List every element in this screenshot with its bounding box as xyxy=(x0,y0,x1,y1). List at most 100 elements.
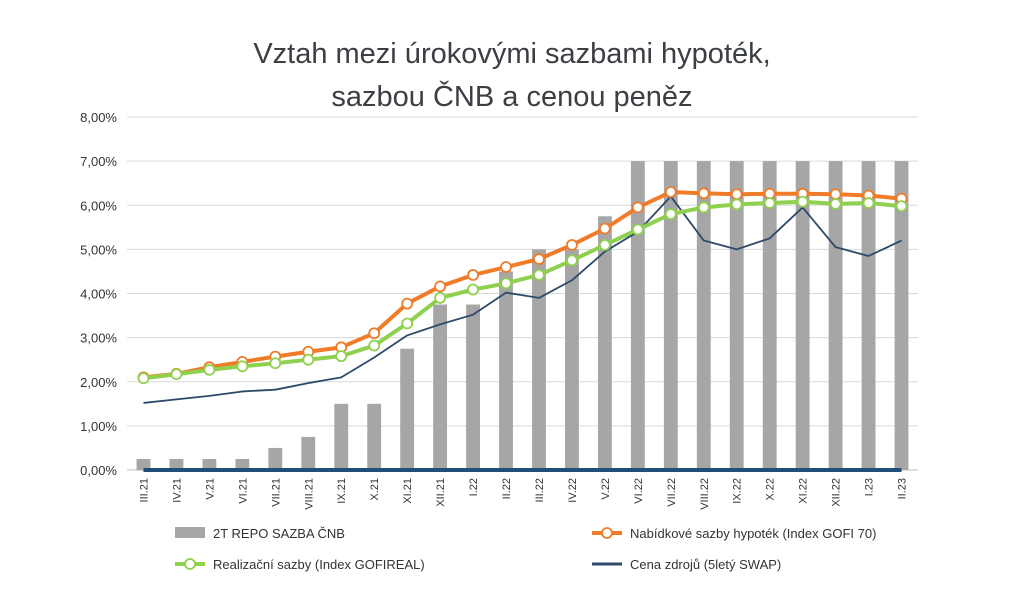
x-tick-label: IV.21 xyxy=(171,478,183,503)
bar xyxy=(565,249,579,470)
gofireal-point xyxy=(697,201,710,214)
x-tick-label: VII.21 xyxy=(270,478,282,507)
legend-swatch xyxy=(175,527,205,538)
gofireal-point xyxy=(796,195,809,208)
bar xyxy=(235,458,250,470)
gofi70-point xyxy=(697,187,710,200)
gofi70-point xyxy=(434,280,447,293)
x-tick-label: V.21 xyxy=(204,478,216,500)
gofireal-point xyxy=(170,368,183,381)
x-tick-label: XII.21 xyxy=(435,478,447,507)
x-tick-label: XII.22 xyxy=(831,478,843,507)
bar xyxy=(861,161,876,470)
bar xyxy=(630,161,645,470)
gofireal-point xyxy=(335,350,348,363)
gofireal-point xyxy=(500,277,512,290)
x-tick-label: I.23 xyxy=(864,478,876,496)
gofireal-point xyxy=(631,223,644,236)
x-tick-label: XI.21 xyxy=(402,478,414,504)
gofireal-point xyxy=(137,372,150,385)
gofi70-point xyxy=(730,188,743,201)
bar xyxy=(202,458,217,470)
legend-label: Cena zdrojů (5letý SWAP) xyxy=(630,557,781,572)
legend-marker xyxy=(601,527,613,539)
x-tick-label: II.23 xyxy=(897,478,909,499)
bar xyxy=(268,447,283,470)
y-tick-label: 0,00% xyxy=(80,463,117,478)
x-tick-label: IV.22 xyxy=(567,478,579,503)
x-tick-label: VI.21 xyxy=(237,478,249,504)
gofi70-point xyxy=(368,327,381,340)
y-tick-label: 1,00% xyxy=(80,419,117,434)
legend-label: Nabídkové sazby hypoték (Index GOFI 70) xyxy=(630,526,876,541)
gofireal-point xyxy=(598,239,611,251)
bar xyxy=(729,161,744,470)
bar xyxy=(828,161,843,470)
y-tick-label: 3,00% xyxy=(80,331,117,346)
y-tick-label: 6,00% xyxy=(80,198,117,213)
gofireal-point xyxy=(829,198,842,210)
gofireal-point xyxy=(533,269,545,281)
y-tick-label: 8,00% xyxy=(80,110,117,125)
bar xyxy=(301,436,316,470)
gofi70-point xyxy=(401,297,414,310)
x-tick-label: VI.22 xyxy=(633,478,645,504)
gofireal-point xyxy=(434,292,447,304)
gofi70-point xyxy=(467,269,479,281)
gofireal-point xyxy=(368,339,381,352)
gofi70-point xyxy=(533,253,545,265)
bar xyxy=(696,161,711,470)
y-tick-label: 5,00% xyxy=(80,242,117,257)
legend-marker xyxy=(184,558,196,570)
x-tick-label: III.22 xyxy=(534,478,546,502)
x-tick-label: VII.22 xyxy=(666,478,678,507)
gofireal-point xyxy=(467,283,479,296)
gofireal-point xyxy=(862,197,875,209)
bar xyxy=(367,403,382,470)
gofi70-point xyxy=(664,186,677,198)
legend-label: 2T REPO SAZBA ČNB xyxy=(213,526,345,541)
bar xyxy=(663,161,678,470)
x-tick-label: IX.21 xyxy=(336,478,348,504)
bar xyxy=(466,304,480,470)
bar xyxy=(136,458,151,470)
gofi70-point xyxy=(566,239,578,251)
bar xyxy=(795,161,810,470)
gofireal-point xyxy=(664,208,677,220)
x-tick-label: VIII.22 xyxy=(699,478,711,510)
gofireal-point xyxy=(401,317,414,330)
x-tick-label: III.21 xyxy=(138,478,150,502)
gofireal-point xyxy=(566,254,578,267)
gofi70-point xyxy=(500,261,512,273)
x-tick-label: VIII.21 xyxy=(303,478,315,510)
gofireal-point xyxy=(236,360,249,373)
bar xyxy=(597,216,612,470)
gofi70-point xyxy=(598,222,611,235)
gofi70-point xyxy=(631,201,644,214)
bar xyxy=(433,304,448,470)
bar xyxy=(400,348,415,470)
gofi70-point xyxy=(829,188,842,201)
bar xyxy=(532,249,546,470)
bar xyxy=(894,161,909,470)
bar xyxy=(499,271,513,470)
gofireal-point xyxy=(203,363,216,376)
y-tick-label: 7,00% xyxy=(80,154,117,169)
gofireal-series-line xyxy=(143,199,902,381)
x-tick-label: I.22 xyxy=(468,478,480,496)
x-tick-label: II.22 xyxy=(501,478,513,499)
x-tick-label: X.21 xyxy=(369,478,381,501)
x-tick-label: X.22 xyxy=(765,478,777,501)
chart-title-line-1: Vztah mezi úrokovými sazbami hypoték, xyxy=(253,38,771,70)
gofireal-point xyxy=(269,357,282,370)
y-tick-label: 2,00% xyxy=(80,375,117,390)
swap-series-line xyxy=(143,195,902,404)
chart-title-line-2: sazbou ČNB a cenou peněz xyxy=(331,81,693,113)
x-tick-label: V.22 xyxy=(600,478,612,500)
x-tick-label: IX.22 xyxy=(732,478,744,504)
bar xyxy=(334,403,349,470)
gofireal-point xyxy=(730,198,743,211)
x-tick-label: XI.22 xyxy=(798,478,810,504)
